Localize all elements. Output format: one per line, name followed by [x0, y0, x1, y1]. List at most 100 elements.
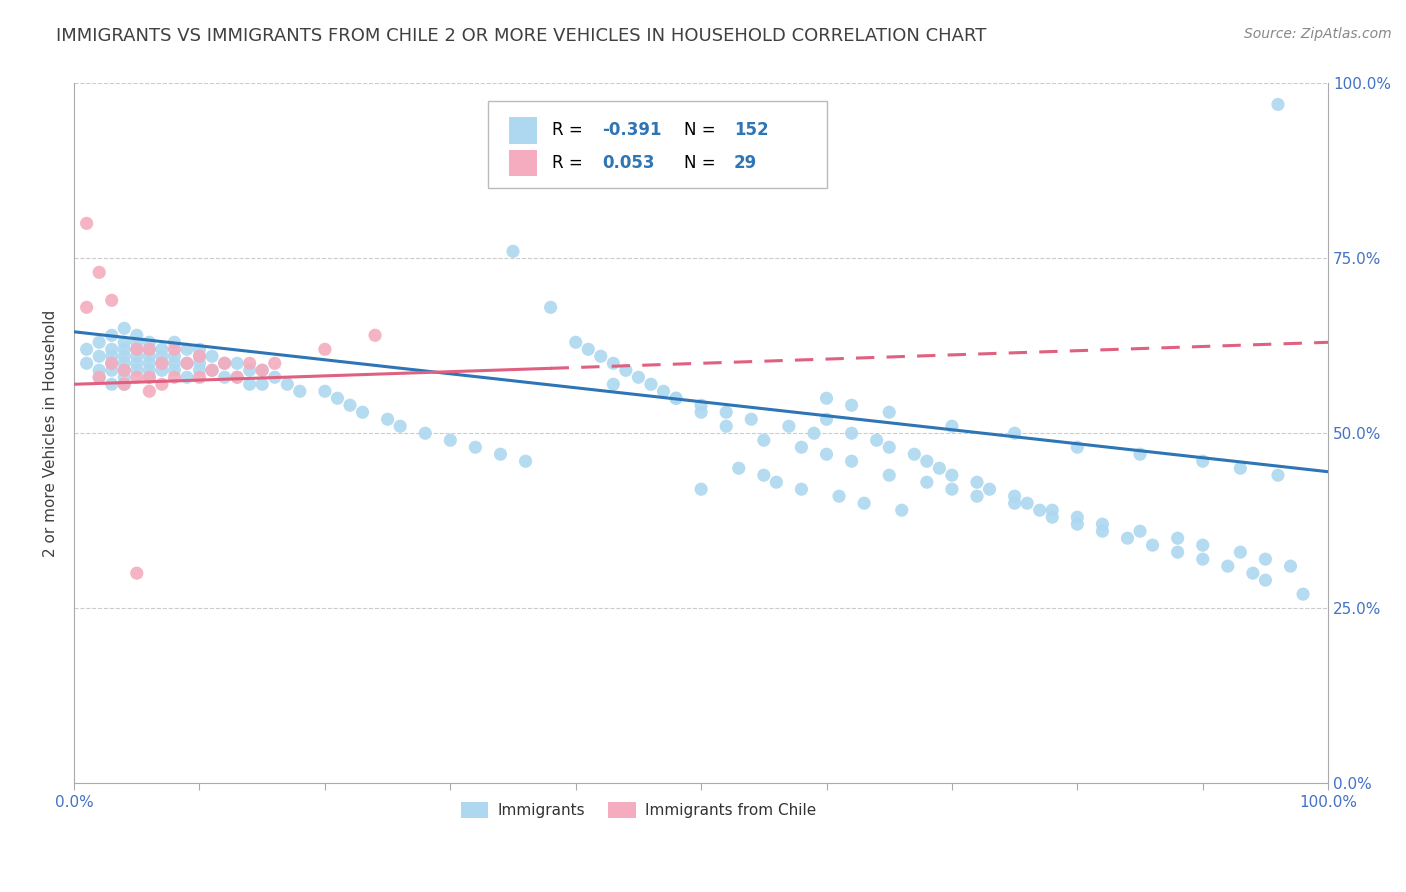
Point	[201, 349, 224, 363]
Point	[1142, 538, 1164, 552]
Bar	[509, 117, 537, 144]
Point	[150, 363, 173, 377]
Point	[1028, 503, 1050, 517]
FancyBboxPatch shape	[488, 101, 827, 188]
Point	[76, 216, 98, 230]
Point	[966, 489, 988, 503]
Point	[163, 370, 186, 384]
Point	[125, 356, 148, 370]
Point	[89, 363, 111, 377]
Point	[263, 356, 285, 370]
Point	[163, 356, 186, 370]
Point	[250, 377, 273, 392]
Point	[1254, 573, 1277, 587]
Point	[1116, 531, 1139, 545]
Point	[890, 503, 912, 517]
Point	[614, 363, 637, 377]
Point	[112, 335, 135, 350]
Point	[188, 356, 211, 370]
Point	[903, 447, 925, 461]
Point	[652, 384, 675, 399]
Point	[239, 356, 262, 370]
Point	[790, 440, 813, 454]
Point	[941, 482, 963, 496]
Point	[100, 377, 122, 392]
Point	[352, 405, 374, 419]
Point	[778, 419, 800, 434]
Point	[100, 343, 122, 357]
Point	[1229, 461, 1251, 475]
Point	[112, 363, 135, 377]
Point	[941, 468, 963, 483]
Point	[201, 363, 224, 377]
Point	[602, 356, 624, 370]
Point	[150, 349, 173, 363]
Point	[540, 301, 562, 315]
Point	[226, 356, 249, 370]
Point	[188, 370, 211, 384]
Point	[1191, 454, 1213, 468]
Point	[1066, 517, 1088, 532]
Point	[752, 468, 775, 483]
Point	[1040, 503, 1063, 517]
Point	[690, 405, 713, 419]
Point	[100, 349, 122, 363]
Bar	[509, 150, 537, 177]
Point	[640, 377, 662, 392]
Point	[915, 475, 938, 490]
Point	[841, 398, 863, 412]
Point	[138, 384, 160, 399]
Point	[288, 384, 311, 399]
Point	[1241, 566, 1264, 581]
Point	[150, 356, 173, 370]
Point	[752, 434, 775, 448]
Text: R =: R =	[553, 121, 588, 139]
Point	[740, 412, 762, 426]
Point	[841, 426, 863, 441]
Point	[138, 370, 160, 384]
Point	[112, 377, 135, 392]
Point	[112, 363, 135, 377]
Point	[76, 356, 98, 370]
Point	[100, 293, 122, 308]
Point	[100, 328, 122, 343]
Point	[214, 370, 236, 384]
Point	[966, 475, 988, 490]
Point	[489, 447, 512, 461]
Point	[188, 343, 211, 357]
Point	[326, 391, 349, 405]
Point	[464, 440, 486, 454]
Point	[112, 377, 135, 392]
Point	[89, 265, 111, 279]
Point	[1279, 559, 1302, 574]
Point	[690, 398, 713, 412]
Point	[112, 349, 135, 363]
Point	[138, 363, 160, 377]
Point	[389, 419, 412, 434]
Point	[1267, 468, 1289, 483]
Point	[100, 356, 122, 370]
Point	[665, 391, 688, 405]
Point	[138, 349, 160, 363]
Point	[125, 328, 148, 343]
Point	[125, 566, 148, 581]
Point	[163, 349, 186, 363]
Point	[1004, 489, 1026, 503]
Point	[188, 363, 211, 377]
Point	[627, 370, 650, 384]
Point	[727, 461, 749, 475]
Point	[163, 335, 186, 350]
Text: Source: ZipAtlas.com: Source: ZipAtlas.com	[1244, 27, 1392, 41]
Point	[314, 343, 336, 357]
Point	[125, 370, 148, 384]
Point	[214, 356, 236, 370]
Point	[125, 335, 148, 350]
Point	[1066, 510, 1088, 524]
Point	[89, 335, 111, 350]
Point	[214, 356, 236, 370]
Point	[163, 363, 186, 377]
Point	[150, 343, 173, 357]
Point	[589, 349, 612, 363]
Point	[89, 370, 111, 384]
Point	[1017, 496, 1039, 510]
